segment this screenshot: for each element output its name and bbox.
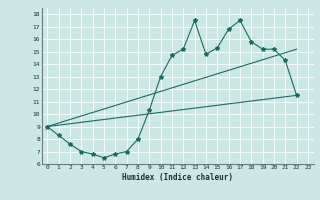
- X-axis label: Humidex (Indice chaleur): Humidex (Indice chaleur): [122, 173, 233, 182]
